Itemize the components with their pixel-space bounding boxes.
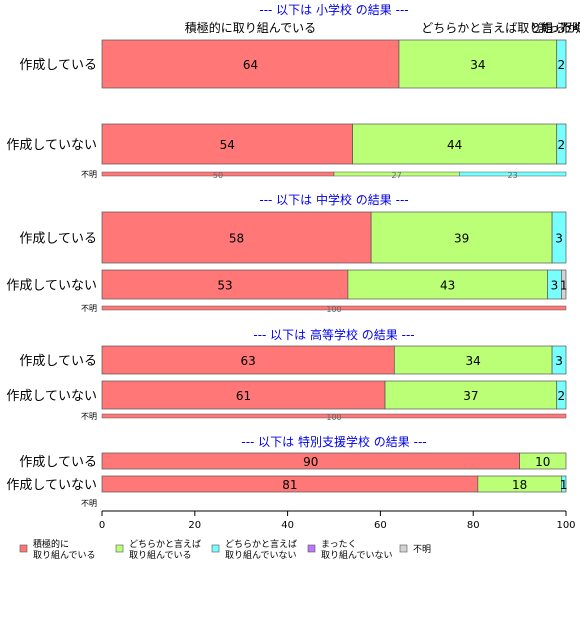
- bar-value-label: 27: [392, 171, 402, 180]
- x-tick-label: 80: [467, 520, 480, 531]
- bar-value-label: 1: [560, 478, 568, 492]
- bar-value-label: 44: [447, 138, 462, 152]
- bar-segment: [101, 345, 395, 375]
- panel-title: --- 以下は 特別支援学校 の結果 ---: [241, 434, 426, 449]
- bar-segment: [556, 380, 567, 410]
- bar-segment: [556, 123, 567, 165]
- top-label-1: 積極的に取り組んでいる: [185, 20, 316, 35]
- bar-value-label: 100: [326, 413, 341, 422]
- bar-segment: [352, 123, 558, 165]
- bar-value-label: 63: [241, 354, 256, 368]
- x-tick-label: 60: [374, 520, 387, 531]
- bar-value-label: 54: [220, 138, 235, 152]
- bar-value-label: 3: [551, 279, 559, 293]
- row-label: 不明: [81, 499, 97, 508]
- row-label: 作成している: [19, 455, 97, 470]
- bar-segment: [561, 475, 567, 493]
- bar-segment: [101, 305, 567, 311]
- legend-swatch: [307, 544, 316, 553]
- x-tick-label: 0: [99, 520, 105, 531]
- bar-segment: [519, 452, 567, 470]
- bar-segment: [101, 39, 400, 89]
- bar-segment: [551, 211, 567, 264]
- row-label: 不明: [81, 412, 97, 421]
- bar-value-label: 90: [303, 455, 318, 469]
- legend-swatch: [211, 544, 220, 553]
- bar-value-label: 2: [558, 138, 566, 152]
- bar-value-label: 3: [555, 354, 563, 368]
- bar-value-label: 23: [508, 171, 518, 180]
- bar-segment: [101, 413, 567, 419]
- bar-segment: [561, 269, 567, 300]
- legend-label-line1: 不明: [413, 544, 431, 555]
- bar-value-label: 61: [236, 389, 251, 403]
- top-label-5: 不明: [560, 21, 580, 35]
- bar-value-label: 64: [243, 58, 258, 72]
- panel-title: --- 以下は 小学校 の結果 ---: [259, 2, 408, 17]
- bar-value-label: 34: [470, 58, 485, 72]
- bar-value-label: 2: [558, 389, 566, 403]
- legend-label-line1: まったく: [321, 539, 357, 550]
- bar-value-label: 39: [454, 232, 469, 246]
- x-tick-label: 100: [556, 520, 575, 531]
- bar-segment: [551, 345, 567, 375]
- top-label-4: まったく...: [537, 21, 580, 35]
- bar-value-label: 50: [213, 171, 223, 180]
- bar-value-label: 10: [535, 455, 550, 469]
- row-label: 作成していない: [6, 389, 97, 404]
- row-label: 作成していない: [6, 138, 97, 153]
- panel-title: --- 以下は 中学校 の結果 ---: [259, 192, 408, 207]
- bar-segment: [556, 39, 567, 89]
- legend-label-line1: 積極的に: [33, 538, 69, 550]
- bar-value-label: 1: [560, 279, 568, 293]
- row-label: 作成している: [19, 232, 97, 247]
- legend-label-line2: 取り組んでいる: [129, 549, 192, 561]
- legend-swatch: [19, 544, 28, 553]
- x-tick-label: 40: [281, 520, 294, 531]
- panel-title: --- 以下は 高等学校 の結果 ---: [253, 327, 414, 342]
- bar-value-label: 37: [463, 389, 478, 403]
- bar-value-label: 58: [229, 232, 244, 246]
- bar-segment: [101, 123, 353, 165]
- legend-label-line2: 取り組んでいない: [321, 549, 393, 561]
- x-tick-label: 20: [188, 520, 201, 531]
- bar-segment: [459, 171, 567, 177]
- row-label: 不明: [81, 170, 97, 179]
- bar-value-label: 100: [326, 305, 341, 314]
- legend-swatch: [399, 544, 408, 553]
- bar-segment: [347, 269, 548, 300]
- row-label: 作成していない: [6, 279, 97, 294]
- row-label: 作成している: [19, 58, 97, 73]
- bar-segment: [398, 39, 558, 89]
- row-label: 作成していない: [6, 478, 97, 493]
- legend-label-line1: どちらかと言えば: [129, 538, 201, 550]
- legend-label-line2: 取り組んでいる: [33, 549, 96, 561]
- bar-value-label: 81: [282, 478, 297, 492]
- top-label-2: どちらかと言えば取り組...: [421, 21, 564, 35]
- row-label: 不明: [81, 304, 97, 313]
- bar-value-label: 34: [466, 354, 481, 368]
- bar-value-label: 43: [440, 279, 455, 293]
- bar-value-label: 2: [558, 58, 566, 72]
- bar-segment: [101, 211, 372, 264]
- bar-value-label: 53: [217, 279, 232, 293]
- bar-value-label: 18: [512, 478, 527, 492]
- legend-label-line1: どちらかと言えば: [225, 538, 297, 550]
- legend-label-line2: 取り組んでいない: [225, 549, 297, 561]
- top-label-3: どちらか...: [530, 21, 580, 35]
- bar-segment: [370, 211, 553, 264]
- legend-swatch: [115, 544, 124, 553]
- row-label: 作成している: [19, 354, 97, 369]
- bar-value-label: 3: [555, 232, 563, 246]
- bar-segment: [393, 345, 553, 375]
